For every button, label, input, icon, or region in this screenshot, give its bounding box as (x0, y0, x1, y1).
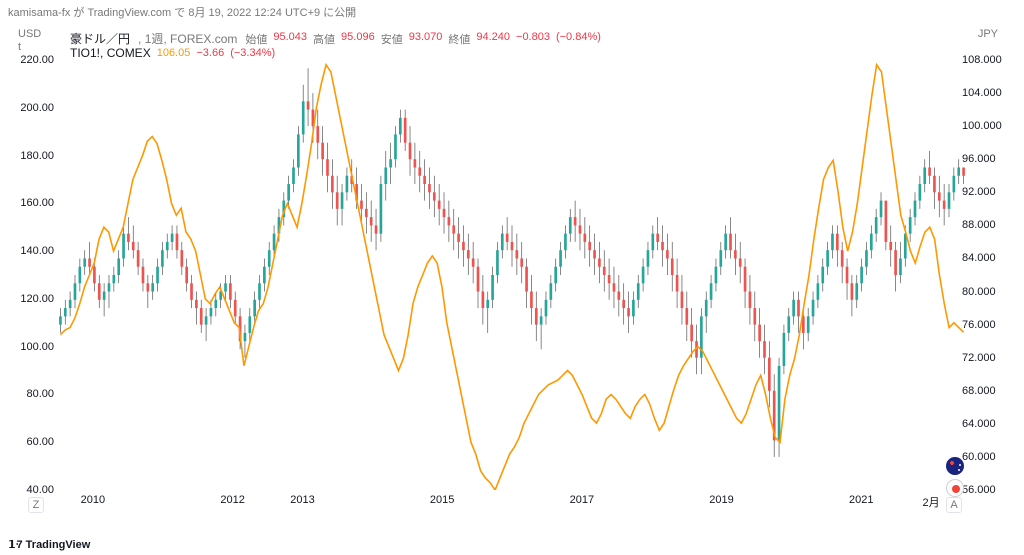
chart-header: kamisama-fx が TradingView.com で 8月 19, 2… (8, 4, 356, 20)
right-tick: 76.000 (962, 319, 1010, 331)
left-tick: 200.00 (14, 102, 54, 114)
x-tick: 2019 (709, 494, 733, 506)
left-tick: 120.00 (14, 293, 54, 305)
right-tick: 108.000 (962, 54, 1010, 66)
a-button[interactable]: A (946, 497, 962, 513)
flag-jp-icon (946, 479, 964, 497)
x-tick: 2017 (570, 494, 594, 506)
x-tick: 2月 (923, 494, 940, 510)
tradingview-logo[interactable]: 𝟭ᐧ7 TradingView (8, 538, 90, 551)
logo-icon: 𝟭ᐧ7 (8, 539, 23, 551)
symbol-name: 豪ドル／円 (70, 30, 130, 47)
x-tick: 2010 (81, 494, 105, 506)
right-tick: 92.000 (962, 186, 1010, 198)
left-tick: 60.00 (14, 436, 54, 448)
x-tick: 2013 (290, 494, 314, 506)
left-tick: 160.00 (14, 197, 54, 209)
right-tick: 80.000 (962, 286, 1010, 298)
left-axis-title: USDt (18, 28, 41, 54)
right-axis-title: JPY (978, 28, 998, 40)
right-tick: 88.000 (962, 219, 1010, 231)
right-tick: 56.000 (962, 484, 1010, 496)
right-tick: 64.000 (962, 418, 1010, 430)
price-chart[interactable] (58, 60, 966, 490)
overlay-name: TIO1!, COMEX (70, 46, 151, 60)
left-tick: 80.00 (14, 388, 54, 400)
left-tick: 220.00 (14, 54, 54, 66)
right-tick: 60.000 (962, 451, 1010, 463)
left-tick: 140.00 (14, 245, 54, 257)
x-tick: 2021 (849, 494, 873, 506)
flag-au-icon (946, 457, 964, 475)
x-tick: 2012 (220, 494, 244, 506)
left-tick: 180.00 (14, 150, 54, 162)
z-button[interactable]: Z (28, 497, 44, 513)
x-tick: 2015 (430, 494, 454, 506)
right-tick: 68.000 (962, 385, 1010, 397)
right-tick: 96.000 (962, 153, 1010, 165)
left-tick: 40.00 (14, 484, 54, 496)
right-tick: 72.000 (962, 352, 1010, 364)
right-tick: 104.000 (962, 87, 1010, 99)
right-tick: 100.000 (962, 120, 1010, 132)
overlay-info-row: TIO1!, COMEX 106.05 −3.66 (−3.34%) (70, 46, 275, 60)
right-tick: 84.000 (962, 252, 1010, 264)
symbol-info-row: 豪ドル／円 , 1週, FOREX.com 始値95.043 高値95.096 … (70, 30, 601, 47)
left-tick: 100.00 (14, 341, 54, 353)
